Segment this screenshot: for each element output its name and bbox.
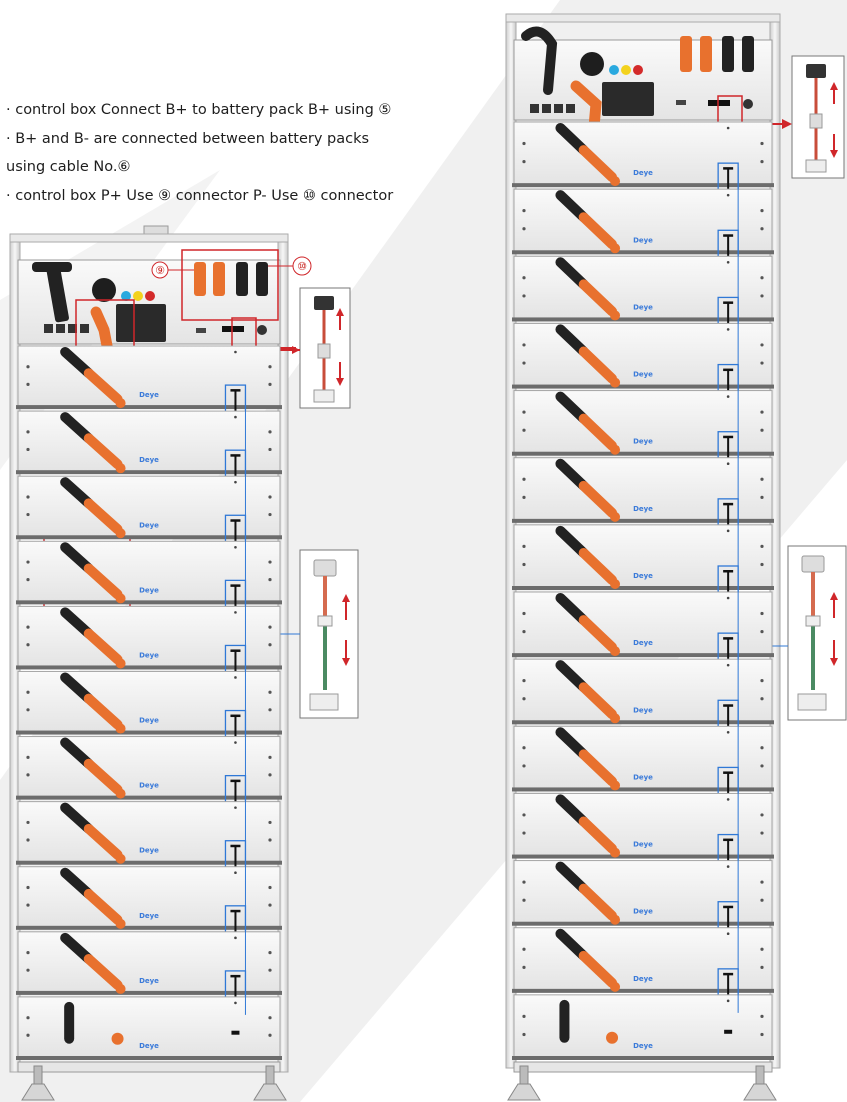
battery-module: Deye bbox=[512, 994, 774, 1060]
brand-label: Deye bbox=[139, 782, 159, 790]
rack-foot bbox=[253, 1065, 287, 1101]
comm-cable-inset-left-top bbox=[278, 287, 351, 409]
brand-label: Deye bbox=[633, 169, 653, 177]
callout-p-plus-label: ⑨ bbox=[155, 264, 165, 277]
battery-module: Deye bbox=[512, 524, 774, 607]
brand-label: Deye bbox=[139, 521, 159, 529]
brand-label: Deye bbox=[633, 236, 653, 244]
brand-label: Deye bbox=[139, 847, 159, 855]
battery-module: Deye bbox=[512, 792, 774, 876]
rack-foot bbox=[507, 1065, 541, 1101]
rack-top-bar bbox=[505, 13, 781, 23]
instruction-line: using cable No.⑥ bbox=[6, 159, 131, 175]
brand-label: Deye bbox=[633, 841, 653, 849]
rack-feet bbox=[17, 1061, 777, 1101]
rack-foot bbox=[21, 1065, 55, 1101]
control-box bbox=[513, 26, 773, 156]
brand-label: Deye bbox=[633, 572, 653, 580]
callout-p-terminals: ⑨ ⑩ bbox=[151, 249, 312, 321]
instruction-notes: · control box Connect B+ to battery pack… bbox=[6, 96, 466, 210]
battery-module: Deye bbox=[512, 390, 774, 473]
brand-label: Deye bbox=[633, 438, 653, 446]
battery-modules: Deye Deye Deye Deye Deye Deye Deye Deye Deye Deye… bbox=[16, 121, 774, 1060]
rack-base bbox=[513, 1061, 773, 1073]
rack-top-bar bbox=[9, 233, 289, 243]
brand-label: Deye bbox=[139, 651, 159, 659]
instruction-line: · control box P+ Use ⑨ connector P- Use … bbox=[6, 187, 394, 204]
brand-label: Deye bbox=[633, 371, 653, 379]
battery-module: Deye bbox=[16, 410, 282, 491]
rack-base bbox=[17, 1061, 281, 1073]
power-switch-icon bbox=[92, 278, 116, 302]
battery-module: Deye bbox=[16, 996, 282, 1060]
battery-module: Deye bbox=[512, 927, 774, 1010]
brand-label: Deye bbox=[139, 391, 159, 399]
battery-module: Deye bbox=[512, 860, 774, 943]
battery-module: Deye bbox=[16, 866, 282, 947]
brand-label: Deye bbox=[139, 912, 159, 920]
comm-cable-inset-left-middle bbox=[278, 549, 359, 719]
battery-module: Deye bbox=[16, 736, 282, 817]
brand-label: Deye bbox=[139, 717, 159, 725]
brand-label: Deye bbox=[633, 639, 653, 647]
brand-label: Deye bbox=[633, 908, 653, 916]
battery-module: Deye bbox=[512, 591, 774, 674]
battery-module: Deye bbox=[512, 457, 774, 540]
rack-foot bbox=[743, 1065, 777, 1101]
control-box bbox=[17, 259, 281, 378]
instruction-line: · B+ and B- are connected between batter… bbox=[6, 130, 370, 147]
instruction-line: · control box Connect B+ to battery pack… bbox=[6, 102, 392, 118]
brand-label: Deye bbox=[633, 773, 653, 781]
brand-label: Deye bbox=[633, 303, 653, 311]
battery-module: Deye bbox=[512, 188, 774, 271]
battery-module: Deye bbox=[16, 345, 282, 426]
battery-module: Deye bbox=[512, 255, 774, 339]
battery-module: Deye bbox=[16, 605, 282, 687]
comm-cable-inset-right-top bbox=[752, 55, 845, 179]
brand-label: Deye bbox=[139, 456, 159, 464]
brand-label: Deye bbox=[139, 1042, 159, 1050]
battery-module: Deye bbox=[512, 322, 774, 406]
battery-module: Deye bbox=[512, 658, 774, 741]
brand-label: Deye bbox=[633, 975, 653, 983]
battery-module: Deye bbox=[512, 725, 774, 809]
battery-module: Deye bbox=[16, 540, 282, 622]
right-rack bbox=[505, 13, 781, 1069]
battery-module: Deye bbox=[512, 121, 774, 204]
brand-label: Deye bbox=[633, 706, 653, 714]
brand-label: Deye bbox=[633, 1042, 653, 1050]
battery-module: Deye bbox=[16, 801, 282, 882]
brand-label: Deye bbox=[139, 977, 159, 985]
left-rack bbox=[9, 225, 289, 1073]
power-switch-icon bbox=[580, 52, 604, 76]
battery-module: Deye bbox=[16, 931, 282, 1012]
brand-label: Deye bbox=[633, 505, 653, 513]
brand-label: Deye bbox=[139, 586, 159, 594]
callout-p-minus-label: ⑩ bbox=[297, 260, 307, 273]
